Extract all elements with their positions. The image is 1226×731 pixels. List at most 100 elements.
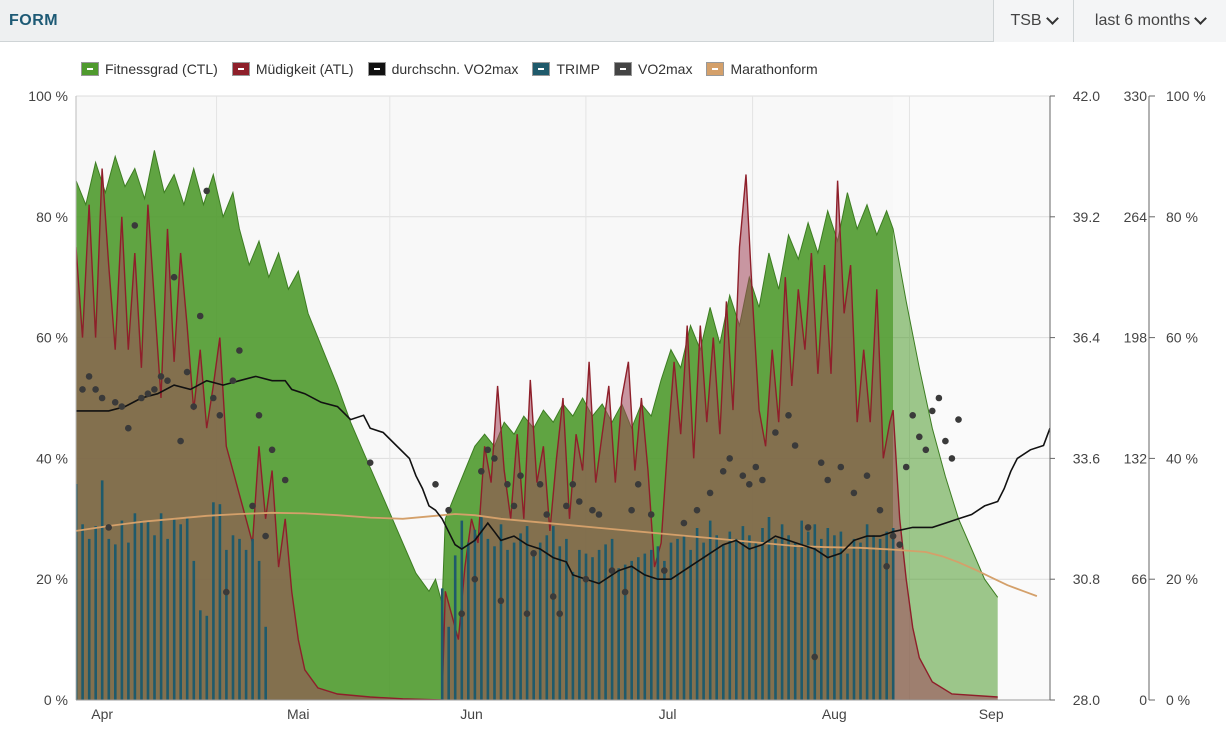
trimp-bar	[447, 626, 450, 700]
y-trimp-tick-label: 330	[1124, 88, 1148, 104]
trimp-bar	[682, 535, 686, 700]
trimp-bar	[872, 535, 875, 700]
legend-label: Fitnessgrad (CTL)	[105, 61, 218, 77]
trimp-bar	[506, 549, 509, 700]
trimp-bar	[761, 528, 764, 700]
vo2-point	[929, 407, 936, 415]
y-trimp-tick-label: 0	[1139, 692, 1147, 708]
trimp-bar	[107, 538, 111, 700]
y-right-tick-label: 0 %	[1166, 692, 1190, 708]
trimp-bar	[591, 557, 594, 700]
legend-swatch-icon	[231, 62, 250, 76]
vo2-point	[621, 588, 629, 596]
trimp-bar	[140, 520, 143, 700]
trimp-bar	[225, 549, 228, 700]
trimp-bar	[878, 538, 882, 700]
vo2-point	[661, 567, 668, 574]
legend-item[interactable]: Fitnessgrad (CTL)	[81, 61, 218, 77]
vo2-point	[595, 511, 603, 518]
vo2-point	[549, 593, 557, 600]
y-left-tick-label: 20 %	[36, 571, 68, 587]
trimp-bar	[251, 538, 254, 700]
vo2-point	[569, 481, 577, 488]
trimp-bar	[545, 535, 549, 700]
vo2-point	[144, 390, 152, 398]
y-trimp-tick-label: 198	[1124, 330, 1148, 346]
legend-item[interactable]: TRIMP	[532, 61, 600, 77]
trimp-bar	[185, 517, 189, 700]
vo2-point	[739, 472, 747, 480]
vo2-point	[889, 532, 897, 540]
vo2-point	[563, 502, 570, 510]
vo2-point	[922, 446, 930, 454]
vo2-point	[131, 222, 139, 229]
trimp-bar	[780, 524, 784, 700]
trimp-bar	[499, 524, 503, 700]
vo2-point	[170, 273, 178, 281]
legend-item[interactable]: Marathonform	[706, 61, 818, 77]
vo2avg-line	[76, 375, 1050, 585]
vo2-point	[628, 506, 635, 514]
chart-legend: Fitnessgrad (CTL) Müdigkeit (ATL) durchsch…	[77, 57, 824, 81]
trimp-bar	[800, 520, 803, 700]
vo2-point	[497, 597, 505, 605]
vo2-point	[98, 394, 106, 402]
vo2-point	[177, 437, 184, 445]
metric-dropdown[interactable]: TSB	[993, 0, 1073, 42]
trimp-bar	[460, 520, 464, 700]
trimp-bar	[473, 529, 477, 700]
legend-item[interactable]: Müdigkeit (ATL)	[231, 61, 354, 77]
y-left-tick-label: 100 %	[28, 88, 68, 104]
vo2-point	[523, 610, 531, 617]
legend-label: Marathonform	[730, 61, 818, 77]
y-left-tick-label: 60 %	[36, 330, 68, 346]
trimp-bar	[806, 531, 810, 700]
range-dropdown[interactable]: last 6 months	[1073, 0, 1226, 42]
atl-line	[76, 168, 998, 700]
legend-swatch-icon	[81, 62, 99, 76]
trimp-bar	[748, 535, 751, 700]
range-dropdown-label: last 6 months	[1094, 12, 1191, 29]
vo2-point	[445, 506, 452, 514]
trimp-bar	[728, 531, 732, 700]
trimp-bar	[643, 553, 647, 700]
legend-label: durchschn. VO2max	[391, 61, 519, 77]
trimp-bar	[676, 538, 679, 700]
legend-swatch-icon	[367, 62, 386, 76]
trimp-bar	[735, 538, 738, 700]
legend-item[interactable]: VO2max	[614, 61, 692, 77]
legend-label: TRIMP	[556, 61, 600, 77]
trimp-bar	[127, 542, 130, 700]
y-vo2-tick-label: 39.2	[1073, 209, 1100, 225]
trimp-bar	[774, 538, 777, 700]
vo2-point	[647, 511, 655, 518]
vo2-point	[105, 524, 112, 531]
y-right-tick-label: 80 %	[1166, 209, 1198, 225]
x-month-label: Apr	[91, 706, 113, 722]
vo2-point	[719, 468, 727, 475]
vo2-point	[817, 459, 825, 467]
trimp-bar	[604, 544, 607, 700]
vo2-point	[190, 403, 197, 410]
trimp-bar	[238, 538, 241, 700]
widget-title: FORM	[9, 12, 59, 29]
legend-swatch-icon	[614, 62, 632, 76]
trimp-bar	[826, 528, 830, 700]
vo2-point	[164, 377, 171, 385]
vo2-point	[157, 373, 165, 380]
vo2-point	[726, 455, 733, 462]
trimp-bar	[578, 549, 581, 700]
vo2-point	[811, 653, 818, 661]
trimp-bar	[166, 538, 169, 700]
legend-item[interactable]: durchschn. VO2max	[367, 61, 519, 77]
trimp-bar	[885, 531, 888, 700]
vo2-point	[183, 368, 191, 376]
vo2-point	[118, 403, 126, 410]
vo2-point	[517, 472, 524, 480]
trimp-bar	[480, 517, 483, 700]
vo2-point	[236, 347, 243, 354]
vo2-point	[471, 575, 479, 583]
y-right-tick-label: 60 %	[1166, 330, 1198, 346]
x-month-label: Jul	[659, 706, 677, 722]
